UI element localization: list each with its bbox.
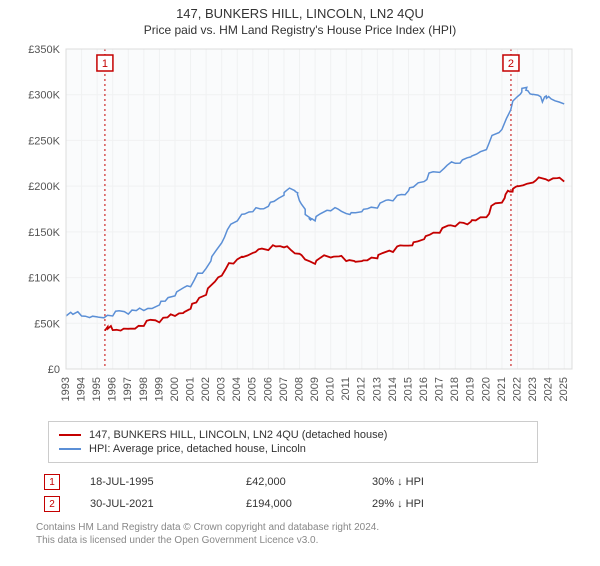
svg-text:2021: 2021 [496,377,508,401]
svg-text:1996: 1996 [107,377,119,401]
svg-text:2015: 2015 [402,377,414,401]
svg-text:1995: 1995 [91,377,103,401]
event-delta: 30% ↓ HPI [364,471,556,493]
svg-text:2016: 2016 [418,377,430,401]
legend-label: 147, BUNKERS HILL, LINCOLN, LN2 4QU (det… [89,429,387,441]
legend-row-hpi: HPI: Average price, detached house, Linc… [59,442,527,456]
svg-text:1: 1 [102,58,108,70]
svg-text:2025: 2025 [558,377,570,401]
svg-text:£250K: £250K [28,135,60,147]
svg-text:1993: 1993 [60,377,72,401]
license-footer: Contains HM Land Registry data © Crown c… [36,521,576,547]
svg-text:2: 2 [508,58,514,70]
event-row: 2 30-JUL-2021£194,00029% ↓ HPI [36,493,556,515]
events-table: 1 18-JUL-1995£42,00030% ↓ HPI 2 30-JUL-2021… [36,471,556,515]
svg-text:1994: 1994 [75,377,87,401]
event-marker: 1 [44,474,60,490]
svg-text:£50K: £50K [34,318,60,330]
svg-text:2017: 2017 [434,377,446,401]
svg-text:2010: 2010 [325,377,337,401]
event-date: 18-JUL-1995 [82,471,238,493]
event-row: 1 18-JUL-1995£42,00030% ↓ HPI [36,471,556,493]
svg-text:2004: 2004 [231,377,243,401]
svg-text:2003: 2003 [216,377,228,401]
legend-row-price_paid: 147, BUNKERS HILL, LINCOLN, LN2 4QU (det… [59,428,527,442]
svg-text:2000: 2000 [169,377,181,401]
svg-text:2005: 2005 [247,377,259,401]
event-price: £42,000 [238,471,364,493]
event-date: 30-JUL-2021 [82,493,238,515]
svg-text:2018: 2018 [449,377,461,401]
svg-text:£300K: £300K [28,90,60,102]
svg-text:2014: 2014 [387,377,399,401]
event-delta: 29% ↓ HPI [364,493,556,515]
svg-text:1999: 1999 [153,377,165,401]
legend-label: HPI: Average price, detached house, Linc… [89,443,306,455]
legend-swatch [59,448,81,450]
svg-text:£0: £0 [48,364,60,376]
svg-text:2024: 2024 [543,377,555,401]
event-price: £194,000 [238,493,364,515]
event-marker: 2 [44,496,60,512]
svg-text:2001: 2001 [184,377,196,401]
svg-text:2013: 2013 [371,377,383,401]
svg-text:1997: 1997 [122,377,134,401]
footer-line2: This data is licensed under the Open Gov… [36,534,576,547]
legend: 147, BUNKERS HILL, LINCOLN, LN2 4QU (det… [20,421,580,463]
svg-text:2011: 2011 [340,377,352,401]
svg-text:£100K: £100K [28,273,60,285]
chart-svg: £0 £50K £100K £150K £200K £250K £300K £350K 1993… [20,45,580,415]
svg-text:2006: 2006 [262,377,274,401]
svg-text:2012: 2012 [356,377,368,401]
svg-text:2019: 2019 [465,377,477,401]
svg-text:2002: 2002 [200,377,212,401]
svg-text:£350K: £350K [28,45,60,56]
svg-text:£150K: £150K [28,227,60,239]
chart-title: 147, BUNKERS HILL, LINCOLN, LN2 4QU [0,6,600,21]
svg-text:2007: 2007 [278,377,290,401]
svg-text:2009: 2009 [309,377,321,401]
legend-swatch [59,434,81,436]
chart-area: £0 £50K £100K £150K £200K £250K £300K £350K 1993… [20,45,580,415]
svg-text:2023: 2023 [527,377,539,401]
svg-text:2020: 2020 [480,377,492,401]
footer-line1: Contains HM Land Registry data © Crown c… [36,521,576,534]
svg-text:£200K: £200K [28,181,60,193]
chart-subtitle: Price paid vs. HM Land Registry's House … [0,23,600,37]
svg-text:1998: 1998 [138,377,150,401]
svg-text:2008: 2008 [293,377,305,401]
svg-text:2022: 2022 [511,377,523,401]
